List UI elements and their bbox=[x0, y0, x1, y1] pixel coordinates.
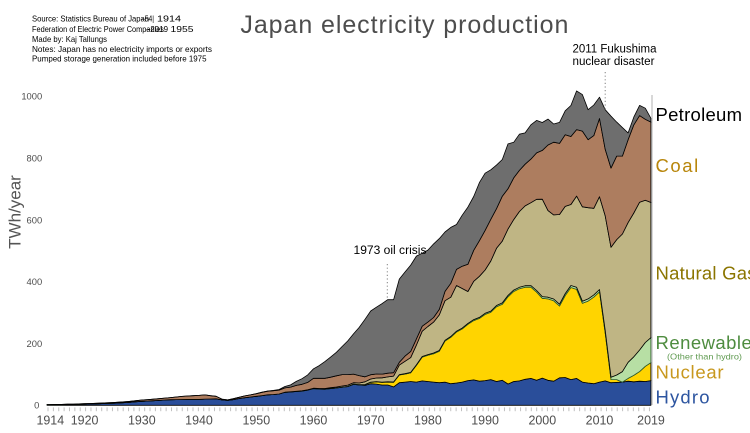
svg-text:–2019: –2019 bbox=[146, 24, 168, 34]
svg-text:2011 Fukushima: 2011 Fukushima bbox=[573, 43, 658, 55]
svg-text:2010: 2010 bbox=[586, 413, 614, 428]
svg-text:2019: 2019 bbox=[637, 413, 665, 428]
svg-text:Notes: Japan has no electricit: Notes: Japan has no electricity imports … bbox=[32, 44, 212, 54]
svg-text:Natural Gas: Natural Gas bbox=[656, 263, 750, 284]
svg-text:–54|: –54| bbox=[141, 13, 154, 23]
svg-text:Pumped storage generation incl: Pumped storage generation included befor… bbox=[32, 53, 207, 63]
svg-text:1960: 1960 bbox=[300, 413, 328, 428]
svg-text:1000: 1000 bbox=[21, 91, 42, 102]
svg-text:1920: 1920 bbox=[71, 413, 99, 428]
svg-text:Renewables: Renewables bbox=[656, 332, 750, 353]
svg-text:1914: 1914 bbox=[157, 13, 181, 23]
svg-text:Made by: Kaj Tallungs: Made by: Kaj Tallungs bbox=[32, 34, 107, 44]
svg-text:1930: 1930 bbox=[128, 413, 156, 428]
svg-text:1980: 1980 bbox=[414, 413, 442, 428]
svg-text:(Other than hydro): (Other than hydro) bbox=[667, 352, 742, 361]
svg-text:0: 0 bbox=[34, 400, 39, 411]
svg-text:TWh/year: TWh/year bbox=[6, 175, 25, 249]
svg-text:nuclear disaster: nuclear disaster bbox=[573, 56, 655, 68]
svg-text:Source: Statistics Bureau of J: Source: Statistics Bureau of Japan bbox=[32, 13, 149, 23]
svg-text:Nuclear: Nuclear bbox=[656, 361, 724, 382]
svg-text:1970: 1970 bbox=[357, 413, 385, 428]
svg-text:Japan electricity production: Japan electricity production bbox=[240, 11, 568, 39]
svg-text:1990: 1990 bbox=[471, 413, 499, 428]
svg-text:1950: 1950 bbox=[242, 413, 270, 428]
svg-text:2000: 2000 bbox=[528, 413, 556, 428]
svg-text:200: 200 bbox=[27, 338, 43, 349]
svg-text:Petroleum: Petroleum bbox=[656, 104, 743, 125]
svg-text:Coal: Coal bbox=[656, 155, 699, 176]
svg-text:1940: 1940 bbox=[185, 413, 213, 428]
svg-text:1914: 1914 bbox=[36, 413, 64, 428]
svg-text:800: 800 bbox=[27, 153, 43, 164]
svg-text:600: 600 bbox=[27, 214, 43, 225]
svg-text:1955: 1955 bbox=[171, 24, 194, 34]
svg-text:Federation of Electric Power C: Federation of Electric Power Companies bbox=[32, 24, 164, 34]
svg-text:1973 oil crisis: 1973 oil crisis bbox=[354, 245, 427, 257]
svg-text:400: 400 bbox=[27, 276, 43, 287]
svg-text:Hydro: Hydro bbox=[656, 387, 710, 408]
